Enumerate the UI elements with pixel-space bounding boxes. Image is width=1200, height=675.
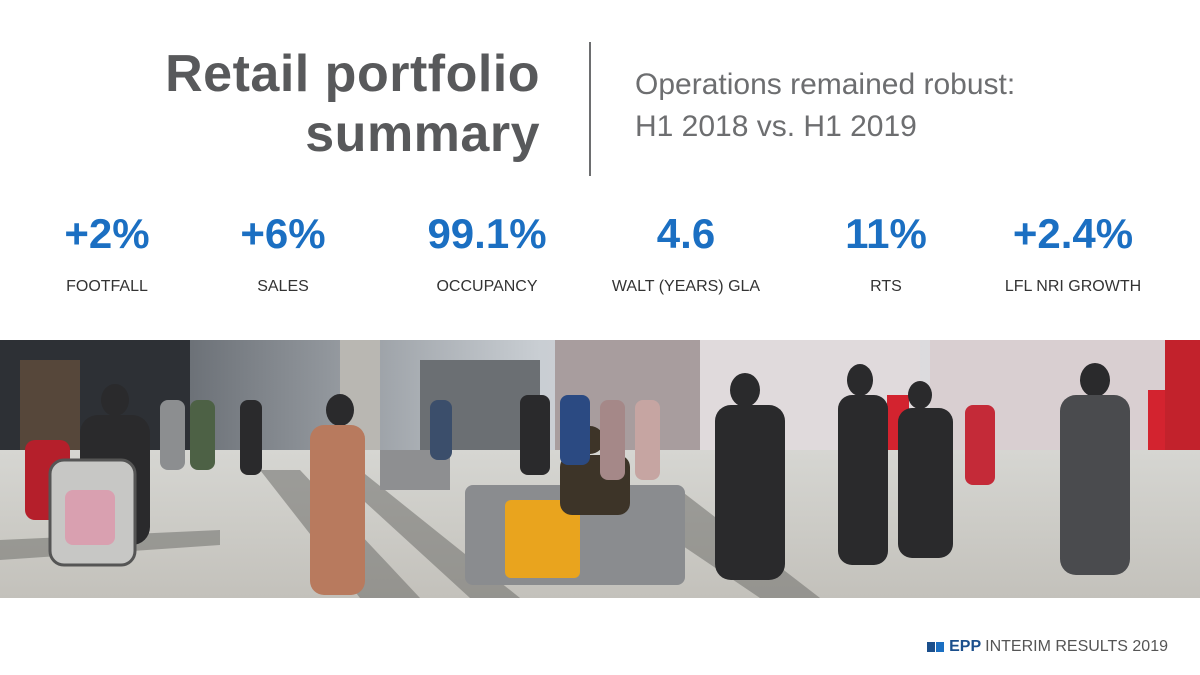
metric-label: FOOTFALL xyxy=(66,278,148,295)
subtitle-line: Operations remained robust: xyxy=(635,68,1016,101)
metric-value: +2% xyxy=(64,210,150,257)
divider xyxy=(589,42,591,176)
footer-text: INTERIM RESULTS 2019 xyxy=(985,638,1168,655)
metric: +2% FOOTFALL xyxy=(0,208,217,296)
metric: 99.1% OCCUPANCY xyxy=(377,208,597,296)
metric-value: 99.1% xyxy=(427,210,547,257)
metric: +6% SALES xyxy=(173,208,393,296)
subtitle: Operations remained robust: H1 2018 vs. H… xyxy=(635,64,1015,148)
metric-value: +6% xyxy=(240,210,326,257)
metric: +2.4% LFL NRI GROWTH xyxy=(963,208,1183,296)
metric-label: WALT (YEARS) GLA xyxy=(611,278,761,295)
mall-photo xyxy=(0,340,1200,598)
metric-value: +2.4% xyxy=(1012,210,1134,257)
metric-label: OCCUPANCY xyxy=(436,278,538,295)
metric-label: LFL NRI GROWTH xyxy=(1004,278,1142,295)
metric: 4.6 WALT (YEARS) GLA xyxy=(576,208,796,296)
logo-icon xyxy=(927,642,945,652)
subtitle-line: H1 2018 vs. H1 2019 xyxy=(635,110,917,143)
metric: 11% RTS xyxy=(776,208,996,296)
footer-logo: EPP xyxy=(949,638,982,655)
metric-value: 11% xyxy=(845,210,927,257)
metric-value: 4.6 xyxy=(656,210,716,257)
metric-label: SALES xyxy=(257,278,309,295)
footer: EPP INTERIM RESULTS 2019 xyxy=(927,638,1168,656)
title-line: Retail portfolio xyxy=(165,45,540,103)
title-line: summary xyxy=(305,105,540,163)
metric-label: RTS xyxy=(870,278,902,295)
title: Retail portfolio summary xyxy=(165,44,540,164)
